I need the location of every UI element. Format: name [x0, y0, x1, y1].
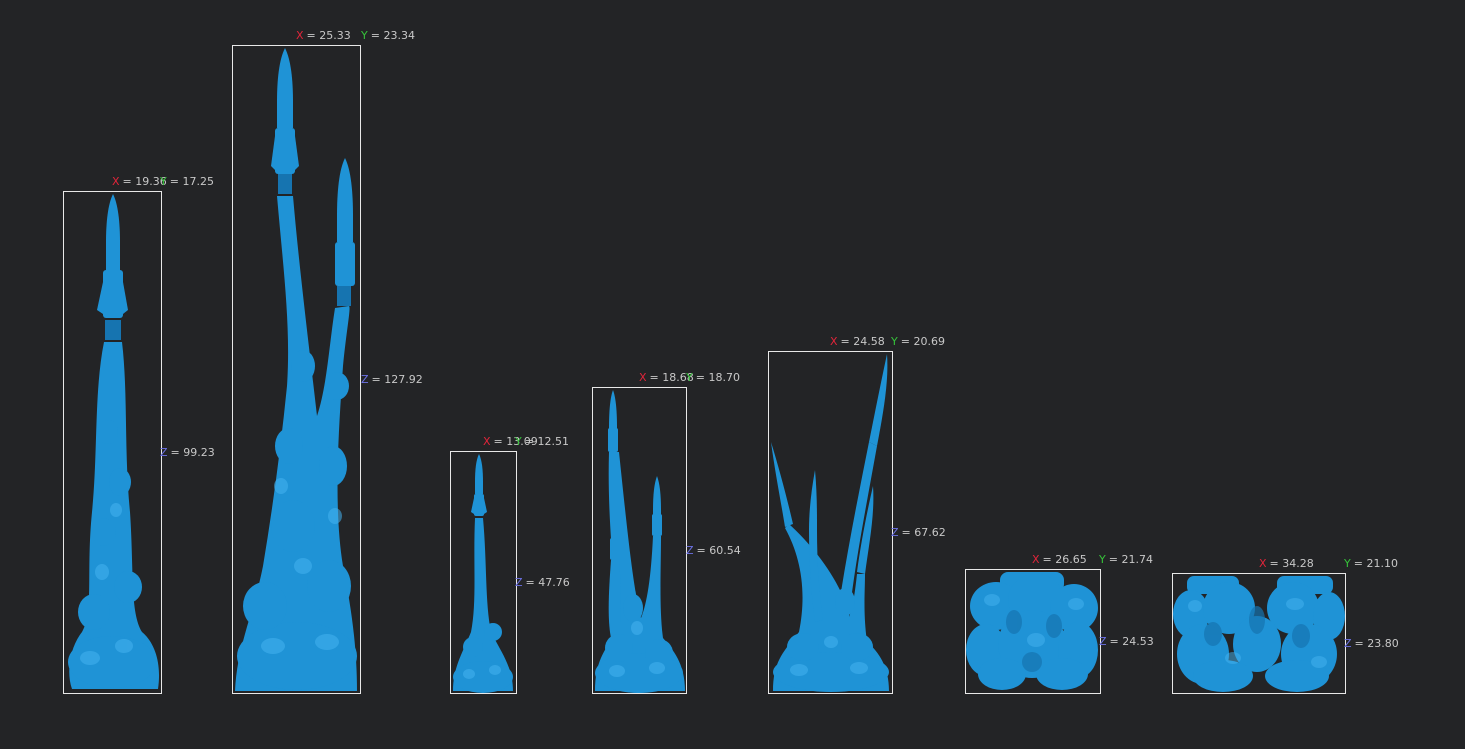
dim-y-model-3: Y = 12.51: [515, 436, 569, 448]
bounding-box-model-6[interactable]: [965, 569, 1101, 694]
x-axis-label: X: [830, 335, 838, 348]
y-dimension-value: = 21.74: [1108, 553, 1153, 566]
bounding-box-model-1[interactable]: [63, 191, 162, 694]
y-axis-label: Y: [891, 335, 898, 348]
x-dimension-value: = 19.36: [122, 175, 167, 188]
smoke-model-7[interactable]: [1173, 574, 1345, 693]
dim-y-model-7: Y = 21.10: [1344, 558, 1398, 570]
y-axis-label: Y: [1099, 553, 1106, 566]
x-axis-label: X: [1259, 557, 1267, 570]
z-dimension-value: = 127.92: [371, 373, 423, 386]
x-axis-label: X: [296, 29, 304, 42]
z-axis-label: Z: [891, 526, 899, 539]
bounding-box-model-7[interactable]: [1172, 573, 1346, 694]
bounding-box-model-5[interactable]: [768, 351, 893, 694]
y-dimension-value: = 20.69: [900, 335, 945, 348]
dim-x-model-5: X = 24.58: [830, 336, 885, 348]
dim-x-model-3: X = 13.09: [483, 436, 538, 448]
dim-z-model-5: Z = 67.62: [891, 527, 946, 539]
bounding-box-model-3[interactable]: [450, 451, 517, 694]
x-axis-label: X: [639, 371, 647, 384]
z-dimension-value: = 23.80: [1354, 637, 1399, 650]
y-axis-label: Y: [160, 175, 167, 188]
dim-z-model-3: Z = 47.76: [515, 577, 570, 589]
rocket-model-2[interactable]: [233, 46, 360, 693]
bounding-box-model-4[interactable]: [592, 387, 687, 694]
z-dimension-value: = 99.23: [170, 446, 215, 459]
dim-z-model-2: Z = 127.92: [361, 374, 423, 386]
y-axis-label: Y: [686, 371, 693, 384]
smoke-model-6[interactable]: [966, 570, 1100, 693]
dim-z-model-4: Z = 60.54: [686, 545, 741, 557]
dim-x-model-1: X = 19.36: [112, 176, 167, 188]
z-dimension-value: = 67.62: [901, 526, 946, 539]
dim-y-model-2: Y = 23.34: [361, 30, 415, 42]
y-dimension-value: = 23.34: [370, 29, 415, 42]
y-axis-label: Y: [1344, 557, 1351, 570]
dim-z-model-1: Z = 99.23: [160, 447, 215, 459]
x-dimension-value: = 34.28: [1269, 557, 1314, 570]
rocket-model-5[interactable]: [769, 352, 892, 693]
rocket-model-4[interactable]: [593, 388, 686, 693]
y-dimension-value: = 12.51: [524, 435, 569, 448]
dim-y-model-4: Y = 18.70: [686, 372, 740, 384]
dim-y-model-1: Y = 17.25: [160, 176, 214, 188]
dim-x-model-7: X = 34.28: [1259, 558, 1314, 570]
x-axis-label: X: [112, 175, 120, 188]
z-axis-label: Z: [1099, 635, 1107, 648]
dim-x-model-6: X = 26.65: [1032, 554, 1087, 566]
z-axis-label: Z: [515, 576, 523, 589]
y-dimension-value: = 18.70: [695, 371, 740, 384]
x-dimension-value: = 24.58: [840, 335, 885, 348]
y-dimension-value: = 17.25: [169, 175, 214, 188]
dim-z-model-7: Z = 23.80: [1344, 638, 1399, 650]
z-axis-label: Z: [1344, 637, 1352, 650]
z-dimension-value: = 60.54: [696, 544, 741, 557]
rocket-model-1[interactable]: [64, 192, 161, 693]
x-axis-label: X: [1032, 553, 1040, 566]
bounding-box-model-2[interactable]: [232, 45, 361, 694]
x-dimension-value: = 13.09: [493, 435, 538, 448]
z-axis-label: Z: [686, 544, 694, 557]
rocket-model-3[interactable]: [451, 452, 516, 693]
y-axis-label: Y: [361, 29, 368, 42]
z-axis-label: Z: [361, 373, 369, 386]
dim-x-model-2: X = 25.33: [296, 30, 351, 42]
y-axis-label: Y: [515, 435, 522, 448]
z-axis-label: Z: [160, 446, 168, 459]
dim-y-model-6: Y = 21.74: [1099, 554, 1153, 566]
x-dimension-value: = 25.33: [306, 29, 351, 42]
z-dimension-value: = 47.76: [525, 576, 570, 589]
dim-z-model-6: Z = 24.53: [1099, 636, 1154, 648]
z-dimension-value: = 24.53: [1109, 635, 1154, 648]
dim-x-model-4: X = 18.68: [639, 372, 694, 384]
x-dimension-value: = 18.68: [649, 371, 694, 384]
y-dimension-value: = 21.10: [1353, 557, 1398, 570]
x-axis-label: X: [483, 435, 491, 448]
dim-y-model-5: Y = 20.69: [891, 336, 945, 348]
x-dimension-value: = 26.65: [1042, 553, 1087, 566]
